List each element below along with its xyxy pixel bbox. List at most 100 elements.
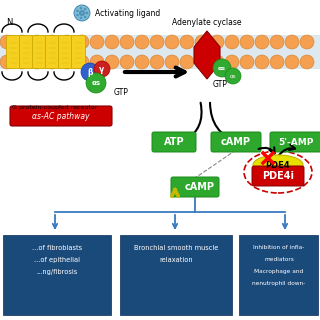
Circle shape [30,35,44,49]
Circle shape [82,13,84,16]
Circle shape [180,55,194,69]
Circle shape [105,35,119,49]
Circle shape [60,35,74,49]
FancyBboxPatch shape [270,132,320,152]
Text: PDE4i: PDE4i [262,171,294,181]
Text: cAMP: cAMP [185,182,215,192]
Circle shape [83,12,85,14]
Circle shape [240,55,254,69]
Circle shape [80,7,82,9]
Text: mediators: mediators [264,257,294,262]
Circle shape [105,55,119,69]
FancyBboxPatch shape [59,36,73,68]
Circle shape [135,55,149,69]
Circle shape [195,55,209,69]
Circle shape [135,35,149,49]
Text: N: N [6,18,12,27]
Circle shape [80,14,83,16]
Circle shape [45,35,59,49]
Circle shape [86,12,88,14]
Circle shape [120,55,134,69]
Circle shape [165,55,179,69]
Circle shape [165,35,179,49]
Text: Inhibition of infla-: Inhibition of infla- [253,245,305,250]
Text: nenutrophil down-: nenutrophil down- [252,281,306,286]
FancyBboxPatch shape [252,166,304,186]
Circle shape [300,55,314,69]
Circle shape [84,16,86,18]
Circle shape [213,59,231,77]
Circle shape [0,35,14,49]
Circle shape [76,10,79,12]
Circle shape [195,35,209,49]
Circle shape [79,13,81,15]
Circle shape [150,55,164,69]
Text: ATP: ATP [164,137,184,147]
Circle shape [300,35,314,49]
Circle shape [210,55,224,69]
Circle shape [225,68,241,84]
FancyBboxPatch shape [3,235,111,315]
FancyBboxPatch shape [6,36,20,68]
Text: γ: γ [100,65,105,74]
Text: Macrophage and: Macrophage and [254,269,304,274]
Text: GTP: GTP [212,79,228,89]
Text: Bronchial smooth muscle: Bronchial smooth muscle [134,245,218,251]
Text: αs: αs [230,74,236,78]
Text: β: β [87,68,93,76]
Text: αs: αs [92,80,100,86]
Circle shape [0,55,14,69]
FancyBboxPatch shape [45,36,60,68]
Circle shape [240,35,254,49]
Circle shape [80,10,83,12]
FancyBboxPatch shape [211,132,261,152]
Circle shape [94,61,110,77]
FancyBboxPatch shape [152,132,196,152]
Circle shape [285,55,299,69]
Text: G protein-coupled receptor: G protein-coupled receptor [12,105,98,109]
Circle shape [90,35,104,49]
Circle shape [60,55,74,69]
Circle shape [82,10,84,12]
Circle shape [86,12,88,14]
Circle shape [225,35,239,49]
Text: 5'-AMP: 5'-AMP [278,138,314,147]
Circle shape [255,35,269,49]
Bar [0,35,320,69]
FancyBboxPatch shape [20,36,34,68]
Circle shape [76,14,79,16]
Circle shape [255,55,269,69]
Circle shape [210,35,224,49]
Ellipse shape [253,155,303,175]
Circle shape [79,11,81,13]
FancyBboxPatch shape [171,177,219,197]
Circle shape [285,35,299,49]
Text: ...of fibroblasts: ...of fibroblasts [32,245,82,251]
Text: ...of epithelial: ...of epithelial [34,257,80,263]
Circle shape [150,35,164,49]
Circle shape [270,55,284,69]
FancyBboxPatch shape [71,36,85,68]
Circle shape [90,55,104,69]
Circle shape [86,73,106,93]
Circle shape [84,8,86,10]
FancyBboxPatch shape [120,235,232,315]
Text: cAMP: cAMP [221,137,251,147]
Text: αs: αs [218,66,226,70]
Text: GTP: GTP [114,87,129,97]
Circle shape [120,35,134,49]
Text: αs-AC pathway: αs-AC pathway [32,111,90,121]
Circle shape [75,35,89,49]
Circle shape [74,5,90,21]
Text: Activating ligand: Activating ligand [95,9,160,18]
FancyBboxPatch shape [239,235,318,315]
Text: PDE4: PDE4 [266,161,290,170]
Circle shape [30,55,44,69]
Circle shape [180,35,194,49]
Circle shape [83,12,85,14]
Circle shape [270,35,284,49]
Text: Adenylate cyclase: Adenylate cyclase [172,18,242,27]
Circle shape [225,55,239,69]
FancyBboxPatch shape [10,106,112,126]
FancyBboxPatch shape [33,36,46,68]
